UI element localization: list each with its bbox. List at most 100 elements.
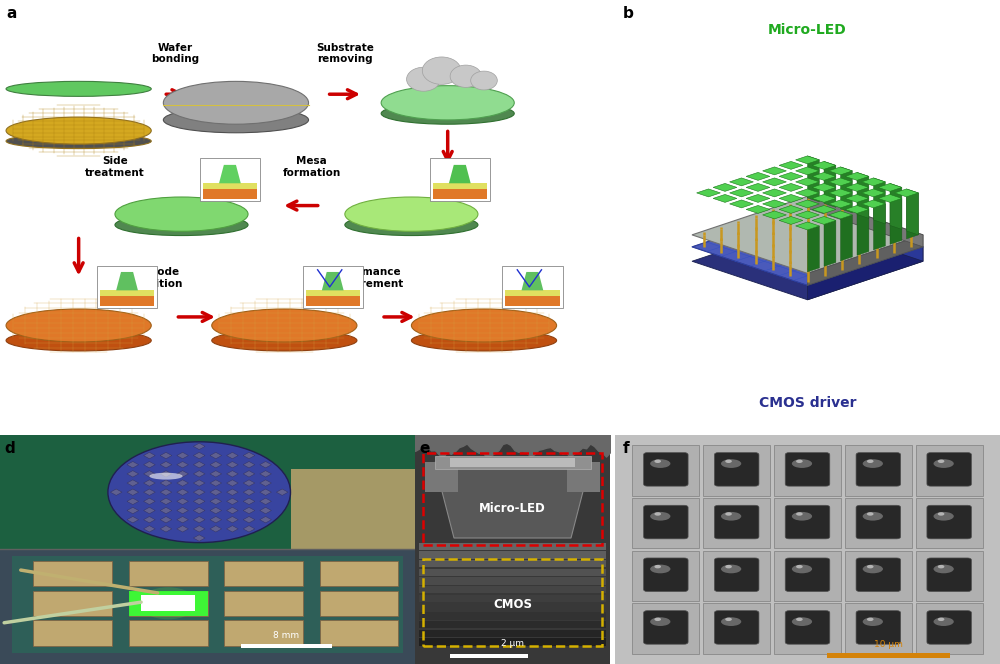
Ellipse shape — [938, 565, 944, 568]
FancyBboxPatch shape — [785, 558, 830, 592]
Ellipse shape — [654, 565, 661, 568]
Polygon shape — [796, 167, 819, 175]
Ellipse shape — [163, 82, 309, 124]
Polygon shape — [227, 489, 238, 495]
Polygon shape — [144, 526, 155, 532]
Bar — [423, 454, 602, 545]
Ellipse shape — [867, 459, 874, 463]
Bar — [419, 560, 606, 567]
Bar — [827, 653, 950, 658]
Ellipse shape — [792, 512, 812, 521]
Polygon shape — [177, 461, 188, 468]
Ellipse shape — [6, 309, 151, 342]
Polygon shape — [227, 507, 238, 514]
Polygon shape — [906, 193, 918, 239]
Polygon shape — [812, 216, 836, 224]
Ellipse shape — [934, 564, 954, 573]
Polygon shape — [210, 452, 222, 459]
Text: Bonding pad area: Bonding pad area — [655, 529, 664, 597]
Polygon shape — [808, 197, 923, 247]
Polygon shape — [763, 211, 786, 219]
Polygon shape — [127, 517, 139, 523]
Bar — [845, 550, 912, 601]
Ellipse shape — [796, 565, 803, 568]
Polygon shape — [177, 517, 188, 523]
Polygon shape — [425, 462, 458, 492]
Polygon shape — [177, 452, 188, 459]
Bar — [306, 295, 360, 306]
Polygon shape — [862, 200, 885, 208]
Polygon shape — [840, 215, 852, 261]
Text: Wafer
bonding: Wafer bonding — [151, 42, 200, 64]
Polygon shape — [193, 507, 205, 514]
Polygon shape — [746, 195, 770, 203]
Polygon shape — [824, 161, 836, 207]
Polygon shape — [260, 507, 271, 514]
Polygon shape — [144, 489, 155, 495]
Polygon shape — [763, 189, 786, 197]
Ellipse shape — [654, 618, 661, 621]
Polygon shape — [160, 517, 172, 523]
Polygon shape — [890, 183, 902, 229]
Ellipse shape — [411, 330, 557, 351]
Text: Common cathode pad: Common cathode pad — [957, 526, 963, 600]
Bar — [320, 561, 398, 586]
FancyBboxPatch shape — [927, 453, 971, 486]
Ellipse shape — [381, 103, 514, 124]
Polygon shape — [449, 165, 471, 183]
Bar — [100, 295, 154, 306]
Ellipse shape — [345, 197, 478, 231]
Text: Performance
measurement: Performance measurement — [322, 268, 404, 289]
Bar — [200, 159, 260, 201]
Ellipse shape — [938, 512, 944, 516]
Ellipse shape — [796, 618, 803, 621]
Circle shape — [139, 587, 197, 620]
Text: Side
treatment: Side treatment — [85, 156, 145, 178]
Bar — [306, 290, 360, 296]
Polygon shape — [730, 200, 753, 208]
Polygon shape — [160, 461, 172, 468]
Ellipse shape — [650, 459, 670, 468]
Ellipse shape — [345, 214, 478, 236]
Polygon shape — [812, 195, 836, 203]
Bar — [100, 290, 154, 296]
Ellipse shape — [6, 82, 151, 96]
Polygon shape — [193, 443, 205, 450]
Polygon shape — [260, 489, 271, 495]
Bar — [203, 183, 257, 189]
Bar — [33, 591, 112, 616]
Polygon shape — [276, 489, 288, 495]
Text: GaN Micro-LED array: GaN Micro-LED array — [782, 513, 887, 522]
Polygon shape — [812, 183, 836, 191]
Bar — [632, 604, 699, 653]
Bar — [430, 159, 490, 201]
Polygon shape — [260, 461, 271, 468]
Circle shape — [407, 67, 440, 91]
Ellipse shape — [654, 459, 661, 463]
Bar — [419, 629, 606, 637]
Bar — [774, 550, 841, 601]
Bar — [419, 578, 606, 585]
Bar — [505, 290, 560, 296]
Ellipse shape — [149, 473, 183, 479]
Polygon shape — [227, 461, 238, 468]
Polygon shape — [144, 452, 155, 459]
Polygon shape — [808, 226, 819, 272]
Polygon shape — [796, 211, 819, 219]
Polygon shape — [219, 165, 241, 183]
Text: Substrate
removing: Substrate removing — [316, 42, 374, 64]
Text: CMOS: CMOS — [493, 598, 532, 611]
Polygon shape — [193, 517, 205, 523]
Text: Multiplexer: Multiplexer — [774, 470, 841, 480]
Bar — [845, 604, 912, 653]
Polygon shape — [796, 156, 819, 164]
Ellipse shape — [650, 512, 670, 521]
Polygon shape — [260, 480, 271, 486]
Polygon shape — [322, 272, 344, 290]
Ellipse shape — [725, 512, 732, 516]
Polygon shape — [144, 461, 155, 468]
Bar — [320, 620, 398, 645]
Text: 10 μm: 10 μm — [874, 640, 903, 649]
Bar — [916, 498, 983, 548]
Bar — [502, 266, 563, 308]
